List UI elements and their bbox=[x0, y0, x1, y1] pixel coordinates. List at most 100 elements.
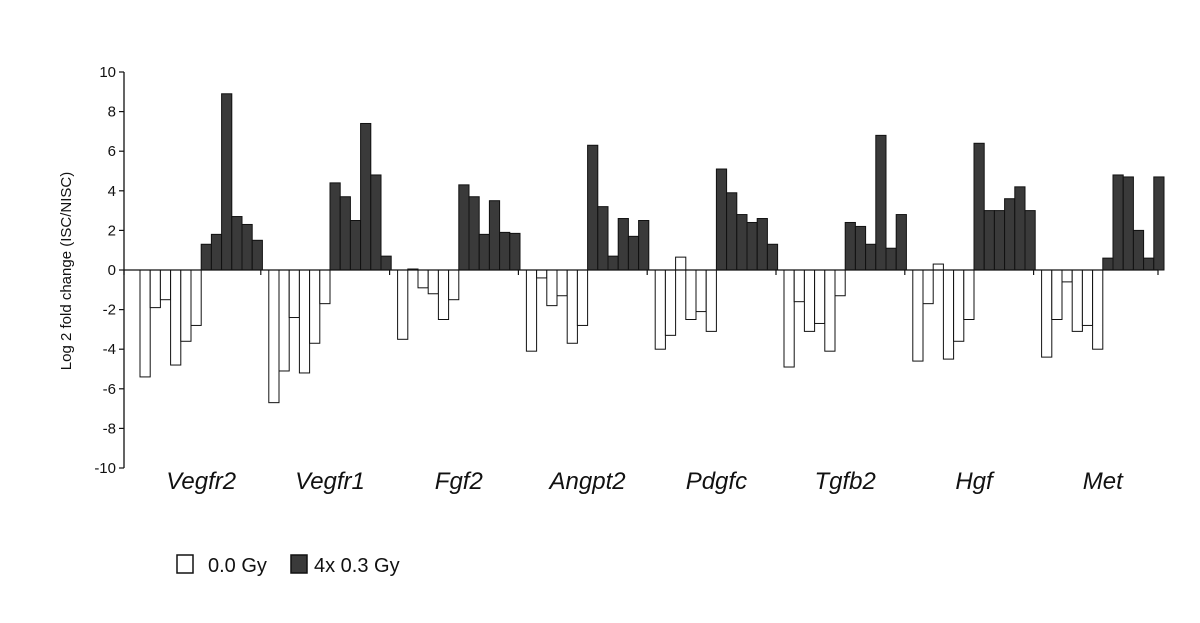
bar-fgf2-sham-6 bbox=[448, 269, 460, 301]
bar-met-sham-1 bbox=[1041, 269, 1053, 358]
bar-angpt2-irradiated-4 bbox=[617, 218, 629, 271]
bar-vegfr1-sham-4 bbox=[298, 269, 311, 374]
bar-met-irradiated-3 bbox=[1122, 176, 1134, 271]
bar-vegfr1-irradiated-1 bbox=[329, 182, 341, 271]
bar-angpt2-irradiated-6 bbox=[638, 220, 650, 271]
bar-tgfb2-sham-4 bbox=[814, 269, 826, 324]
bar-angpt2-sham-4 bbox=[556, 269, 568, 297]
bar-hgf-irradiated-3 bbox=[993, 210, 1006, 271]
category-label-vegfr2: Vegfr2 bbox=[166, 468, 236, 495]
y-tick-label: 10 bbox=[99, 64, 116, 81]
bar-vegfr2-irradiated-4 bbox=[231, 216, 243, 271]
bar-met-irradiated-6 bbox=[1153, 176, 1165, 271]
bar-tgfb2-irradiated-4 bbox=[875, 134, 887, 271]
bar-vegfr2-irradiated-2 bbox=[210, 233, 223, 271]
bar-hgf-irradiated-1 bbox=[973, 142, 985, 271]
bar-hgf-sham-2 bbox=[922, 269, 934, 305]
bar-angpt2-sham-6 bbox=[576, 269, 589, 326]
bar-fgf2-irradiated-6 bbox=[509, 232, 521, 271]
bar-tgfb2-irradiated-3 bbox=[865, 243, 877, 271]
y-tick-label: 0 bbox=[108, 262, 116, 279]
bar-vegfr1-irradiated-5 bbox=[370, 174, 382, 271]
bar-fgf2-irradiated-1 bbox=[458, 184, 470, 271]
category-label-tgfb2: Tgfb2 bbox=[815, 468, 876, 495]
y-tick-label: 2 bbox=[108, 222, 116, 239]
bar-angpt2-sham-5 bbox=[566, 269, 578, 344]
bar-fgf2-sham-5 bbox=[437, 269, 450, 320]
bar-vegfr1-irradiated-4 bbox=[360, 122, 372, 271]
bar-met-irradiated-4 bbox=[1132, 229, 1145, 271]
category-label-vegfr1: Vegfr1 bbox=[295, 468, 365, 495]
bar-vegfr2-irradiated-6 bbox=[251, 239, 263, 271]
bar-fgf2-sham-3 bbox=[417, 269, 429, 289]
bar-vegfr1-sham-5 bbox=[309, 269, 321, 344]
bar-pdgfc-sham-3 bbox=[675, 256, 687, 271]
bar-pdgfc-irradiated-4 bbox=[746, 221, 758, 271]
bar-vegfr1-irradiated-3 bbox=[349, 220, 362, 271]
bar-vegfr2-irradiated-1 bbox=[200, 243, 212, 271]
bar-met-sham-6 bbox=[1092, 269, 1104, 350]
bar-angpt2-irradiated-2 bbox=[597, 206, 609, 271]
category-label-hgf: Hgf bbox=[955, 468, 995, 495]
bar-met-sham-4 bbox=[1071, 269, 1083, 332]
bar-tgfb2-sham-6 bbox=[834, 269, 846, 297]
y-tick-label: 4 bbox=[108, 183, 116, 200]
bar-vegfr2-sham-1 bbox=[139, 269, 151, 378]
y-tick-label: -2 bbox=[103, 302, 116, 319]
bar-angpt2-irradiated-1 bbox=[587, 144, 599, 271]
bar-angpt2-sham-1 bbox=[525, 269, 538, 352]
legend-swatch-sham bbox=[176, 554, 194, 574]
bar-hgf-irradiated-4 bbox=[1004, 198, 1016, 271]
bar-vegfr1-sham-2 bbox=[278, 269, 290, 372]
y-tick-label: 6 bbox=[108, 143, 116, 160]
bar-pdgfc-irradiated-5 bbox=[756, 218, 768, 271]
legend: 0.0 Gy 4x 0.3 Gy bbox=[176, 554, 400, 577]
y-tick-label: 8 bbox=[108, 104, 116, 121]
bar-met-irradiated-1 bbox=[1102, 257, 1114, 271]
bar-fgf2-irradiated-2 bbox=[468, 196, 480, 271]
bar-pdgfc-sham-2 bbox=[664, 269, 677, 336]
bar-tgfb2-irradiated-5 bbox=[885, 247, 897, 271]
bar-angpt2-sham-3 bbox=[546, 269, 558, 307]
bar-tgfb2-sham-1 bbox=[783, 269, 795, 368]
bar-pdgfc-sham-4 bbox=[685, 269, 697, 320]
bar-vegfr1-sham-3 bbox=[288, 269, 300, 319]
bar-vegfr1-sham-1 bbox=[268, 269, 280, 404]
bar-hgf-irradiated-6 bbox=[1024, 210, 1036, 271]
bar-pdgfc-irradiated-2 bbox=[726, 192, 738, 271]
bar-angpt2-sham-2 bbox=[536, 269, 548, 279]
bar-met-sham-3 bbox=[1061, 269, 1073, 283]
bar-pdgfc-irradiated-1 bbox=[715, 168, 728, 271]
bar-vegfr2-sham-2 bbox=[149, 269, 161, 309]
bar-hgf-sham-6 bbox=[963, 269, 975, 320]
bar-tgfb2-irradiated-1 bbox=[844, 221, 856, 271]
bar-fgf2-sham-1 bbox=[397, 269, 409, 340]
bar-pdgfc-irradiated-6 bbox=[766, 243, 779, 271]
bar-hgf-sham-5 bbox=[953, 269, 965, 342]
category-label-pdgfc: Pdgfc bbox=[686, 468, 747, 495]
bar-pdgfc-sham-6 bbox=[705, 269, 717, 332]
bar-pdgfc-sham-1 bbox=[654, 269, 666, 350]
bar-pdgfc-irradiated-3 bbox=[736, 214, 748, 271]
bar-vegfr2-sham-4 bbox=[170, 269, 182, 366]
y-tick-label: -8 bbox=[103, 420, 116, 437]
bar-tgfb2-sham-2 bbox=[793, 269, 805, 303]
bar-tgfb2-sham-3 bbox=[803, 269, 816, 332]
bar-hgf-sham-3 bbox=[932, 263, 944, 271]
bar-met-irradiated-2 bbox=[1112, 174, 1124, 271]
bar-met-sham-2 bbox=[1051, 269, 1063, 320]
bar-tgfb2-irradiated-6 bbox=[895, 214, 907, 271]
bar-fgf2-irradiated-3 bbox=[478, 233, 490, 271]
bar-angpt2-irradiated-3 bbox=[607, 255, 619, 271]
bar-tgfb2-sham-5 bbox=[824, 269, 836, 352]
bar-fgf2-irradiated-4 bbox=[488, 200, 501, 271]
bar-met-sham-5 bbox=[1081, 269, 1094, 326]
bar-vegfr2-sham-5 bbox=[180, 269, 192, 342]
bar-vegfr1-sham-6 bbox=[319, 269, 331, 305]
bar-hgf-sham-1 bbox=[912, 269, 924, 362]
bar-angpt2-irradiated-5 bbox=[627, 235, 640, 271]
bar-hgf-irradiated-2 bbox=[983, 210, 995, 271]
bar-vegfr2-irradiated-3 bbox=[221, 93, 233, 271]
bar-tgfb2-irradiated-2 bbox=[854, 225, 867, 271]
